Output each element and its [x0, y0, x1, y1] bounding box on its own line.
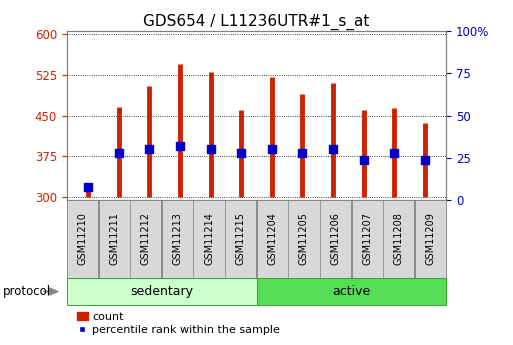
Point — [84, 184, 92, 189]
Point — [329, 147, 337, 152]
Point — [360, 157, 368, 162]
Point — [114, 150, 123, 156]
Point — [206, 147, 214, 152]
Text: GSM11209: GSM11209 — [425, 213, 436, 265]
Text: GSM11213: GSM11213 — [172, 213, 183, 265]
Text: protocol: protocol — [3, 285, 51, 298]
Text: GSM11208: GSM11208 — [394, 213, 404, 265]
Text: GDS654 / L11236UTR#1_s_at: GDS654 / L11236UTR#1_s_at — [143, 14, 370, 30]
Point — [421, 157, 429, 162]
Legend: count, percentile rank within the sample: count, percentile rank within the sample — [72, 307, 285, 339]
Point — [390, 150, 399, 156]
Point — [237, 150, 245, 156]
Text: GSM11205: GSM11205 — [299, 213, 309, 265]
Text: GSM11215: GSM11215 — [235, 213, 246, 265]
Text: GSM11207: GSM11207 — [362, 213, 372, 265]
Text: GSM11206: GSM11206 — [330, 213, 341, 265]
Text: GSM11212: GSM11212 — [141, 213, 151, 265]
Point — [299, 150, 307, 156]
Text: GSM11211: GSM11211 — [109, 213, 119, 265]
Point — [268, 147, 276, 152]
Point — [176, 143, 184, 149]
Text: GSM11214: GSM11214 — [204, 213, 214, 265]
Text: GSM11204: GSM11204 — [267, 213, 278, 265]
Text: GSM11210: GSM11210 — [77, 213, 88, 265]
Point — [145, 147, 153, 152]
Text: active: active — [332, 285, 370, 298]
Text: sedentary: sedentary — [130, 285, 193, 298]
